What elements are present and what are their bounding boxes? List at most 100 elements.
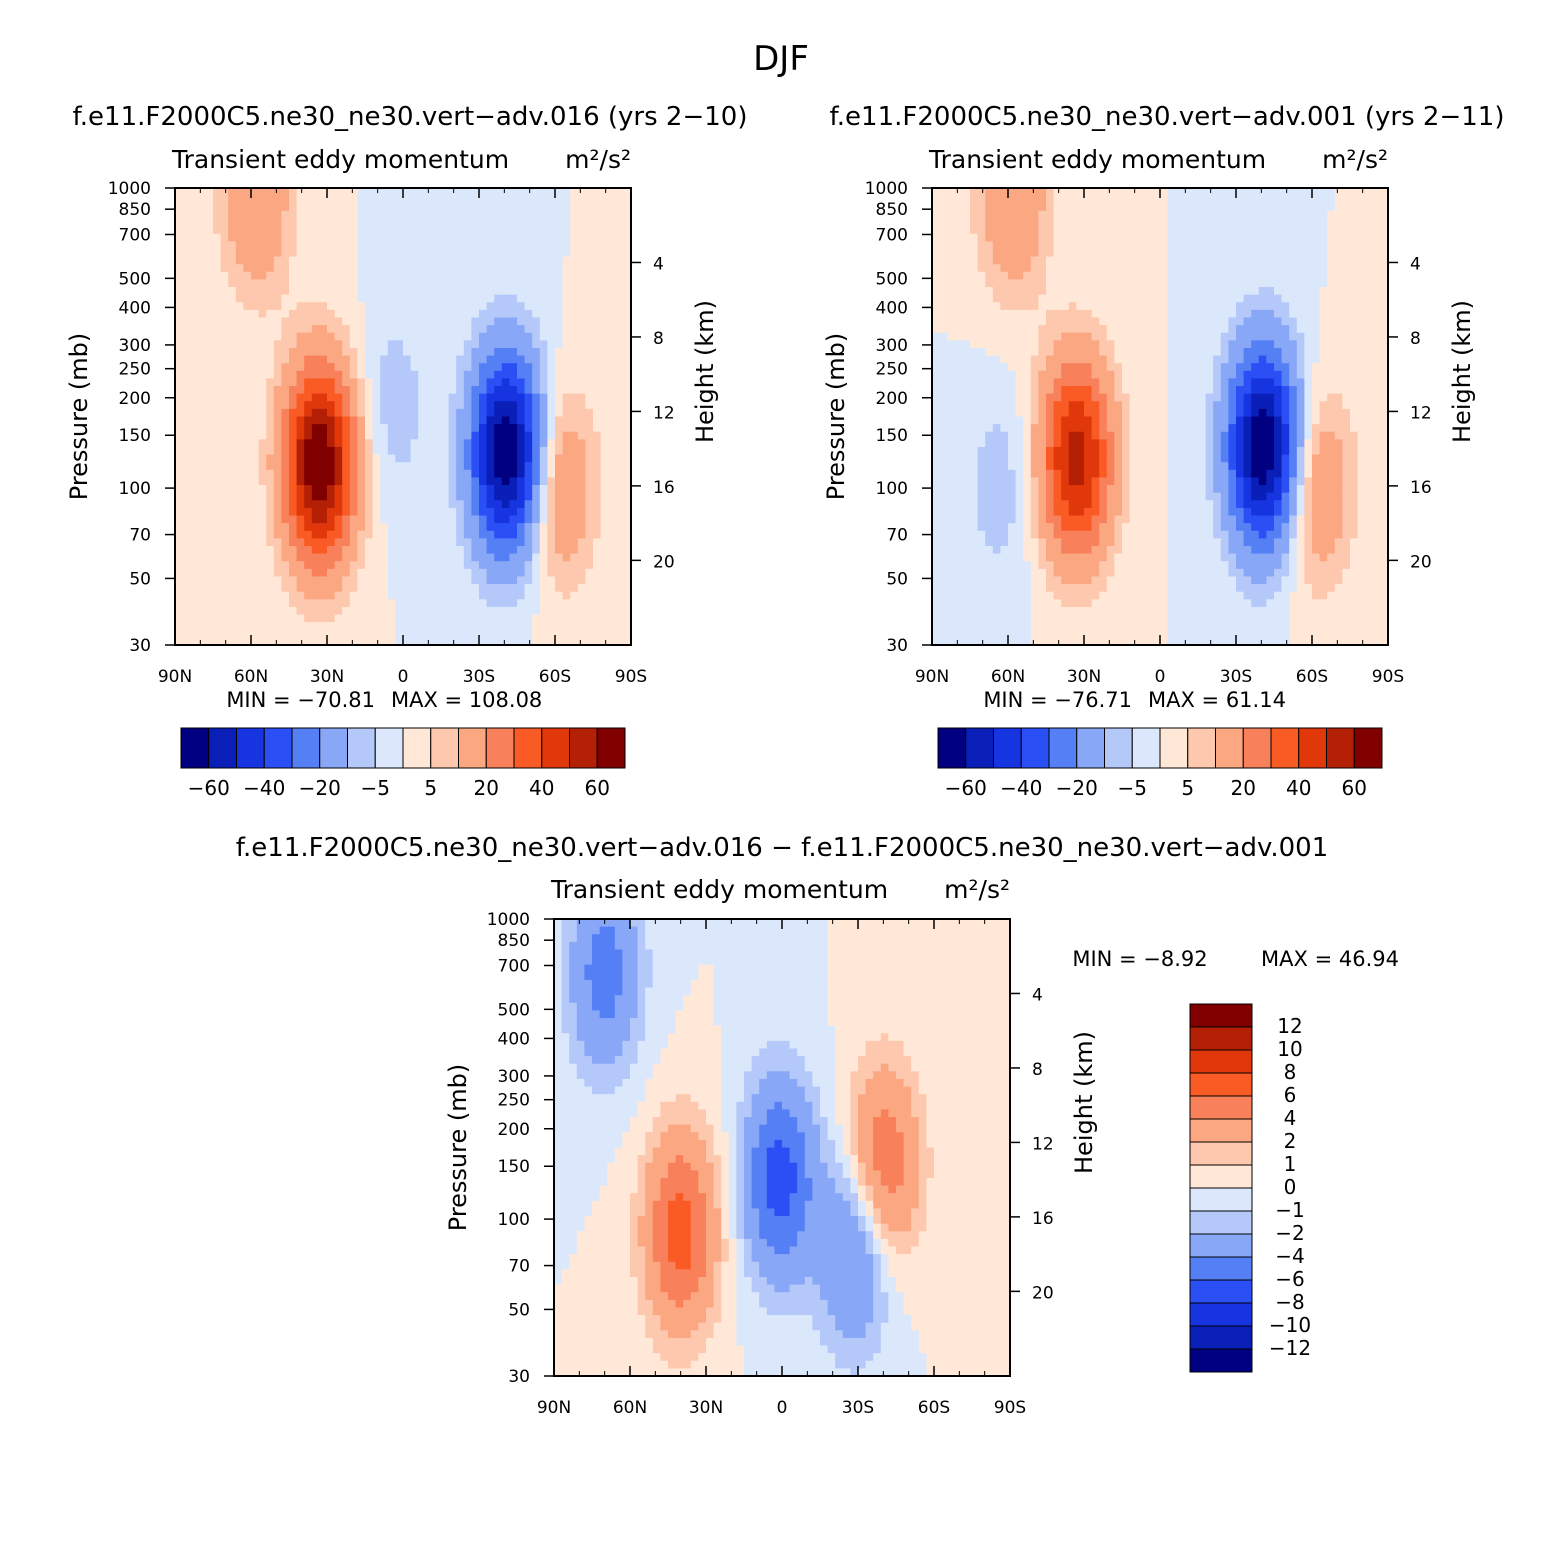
contour-cell bbox=[471, 561, 480, 570]
contour-cell bbox=[387, 378, 396, 387]
contour-cell bbox=[985, 591, 994, 600]
contour-cell bbox=[1015, 599, 1024, 608]
contour-cell bbox=[197, 195, 206, 204]
contour-cell bbox=[296, 195, 305, 204]
contour-cell bbox=[228, 241, 237, 250]
contour-cell bbox=[441, 401, 450, 410]
contour-cell bbox=[372, 477, 381, 486]
contour-cell bbox=[947, 507, 956, 517]
contour-cell bbox=[410, 576, 419, 585]
contour-cell bbox=[593, 386, 602, 395]
contour-cell bbox=[281, 325, 290, 334]
contour-cell bbox=[258, 203, 267, 212]
contour-cell bbox=[342, 233, 351, 242]
contour-cell bbox=[615, 439, 624, 448]
contour-cell bbox=[623, 218, 631, 227]
contour-cell bbox=[197, 454, 206, 463]
contour-cell bbox=[190, 538, 199, 547]
contour-cell bbox=[970, 226, 979, 235]
contour-cell bbox=[372, 530, 381, 539]
contour-cell bbox=[623, 561, 631, 570]
contour-cell bbox=[1084, 287, 1093, 296]
contour-cell bbox=[425, 446, 434, 456]
contour-cell bbox=[213, 393, 222, 402]
contour-cell bbox=[251, 302, 260, 311]
contour-cell bbox=[349, 492, 358, 501]
contour-cell bbox=[501, 561, 510, 570]
contour-cell bbox=[182, 408, 191, 418]
contour-cell bbox=[182, 233, 191, 242]
contour-cell bbox=[494, 454, 503, 463]
contour-cell bbox=[441, 279, 450, 288]
contour-cell bbox=[213, 431, 222, 440]
contour-cell bbox=[258, 469, 267, 479]
contour-cell bbox=[410, 507, 419, 517]
contour-cell bbox=[258, 439, 267, 448]
contour-cell bbox=[410, 477, 419, 486]
contour-cell bbox=[954, 393, 963, 402]
contour-cell bbox=[1053, 210, 1062, 220]
contour-cell bbox=[1000, 332, 1009, 341]
contour-cell bbox=[992, 492, 1001, 501]
contour-cell bbox=[608, 492, 617, 501]
contour-cell bbox=[962, 485, 971, 494]
contour-cell bbox=[304, 431, 313, 440]
contour-cell bbox=[1084, 584, 1093, 593]
contour-cell bbox=[448, 561, 457, 570]
contour-cell bbox=[954, 431, 963, 440]
contour-cell bbox=[327, 279, 336, 288]
contour-cell bbox=[273, 553, 282, 562]
contour-cell bbox=[395, 492, 404, 501]
contour-cell bbox=[970, 363, 979, 372]
contour-cell bbox=[296, 523, 305, 532]
contour-cell bbox=[175, 431, 184, 440]
contour-cell bbox=[547, 287, 556, 296]
contour-cell bbox=[524, 439, 533, 448]
contour-cell bbox=[380, 629, 389, 638]
contour-cell bbox=[539, 233, 548, 242]
contour-cell bbox=[289, 370, 298, 380]
contour-cell bbox=[570, 325, 579, 334]
contour-cell bbox=[273, 347, 282, 357]
contour-cell bbox=[395, 553, 404, 562]
contour-cell bbox=[235, 386, 244, 395]
contour-cell bbox=[463, 469, 472, 479]
contour-cell bbox=[190, 325, 199, 334]
contour-cell bbox=[372, 302, 381, 311]
contour-cell bbox=[357, 294, 366, 303]
contour-cell bbox=[319, 477, 328, 486]
contour-cell bbox=[494, 408, 503, 418]
contour-cell bbox=[349, 622, 358, 631]
contour-cell bbox=[932, 485, 941, 494]
contour-cell bbox=[494, 248, 503, 258]
contour-cell bbox=[600, 279, 609, 288]
contour-cell bbox=[593, 347, 602, 357]
contour-cell bbox=[471, 340, 480, 349]
contour-cell bbox=[977, 576, 986, 585]
contour-cell bbox=[456, 637, 465, 645]
contour-cell bbox=[992, 264, 1001, 273]
colorbar-label: −40 bbox=[243, 776, 285, 800]
contour-cell bbox=[266, 614, 275, 623]
contour-cell bbox=[197, 469, 206, 479]
contour-cell bbox=[418, 523, 427, 532]
contour-cell bbox=[947, 614, 956, 623]
contour-cell bbox=[1023, 439, 1032, 448]
contour-cell bbox=[970, 507, 979, 517]
contour-cell bbox=[266, 408, 275, 418]
contour-cell bbox=[1053, 302, 1062, 311]
contour-cell bbox=[296, 188, 305, 197]
contour-cell bbox=[593, 424, 602, 433]
contour-cell bbox=[1061, 325, 1070, 334]
contour-cell bbox=[932, 568, 941, 578]
contour-cell bbox=[600, 446, 609, 456]
contour-cell bbox=[357, 309, 366, 319]
contour-cell bbox=[205, 599, 214, 608]
contour-cell bbox=[220, 591, 229, 600]
contour-cell bbox=[258, 477, 267, 486]
contour-cell bbox=[281, 469, 290, 479]
contour-cell bbox=[380, 469, 389, 479]
contour-cell bbox=[1023, 629, 1032, 638]
contour-cell bbox=[1068, 233, 1077, 242]
contour-cell bbox=[228, 591, 237, 600]
